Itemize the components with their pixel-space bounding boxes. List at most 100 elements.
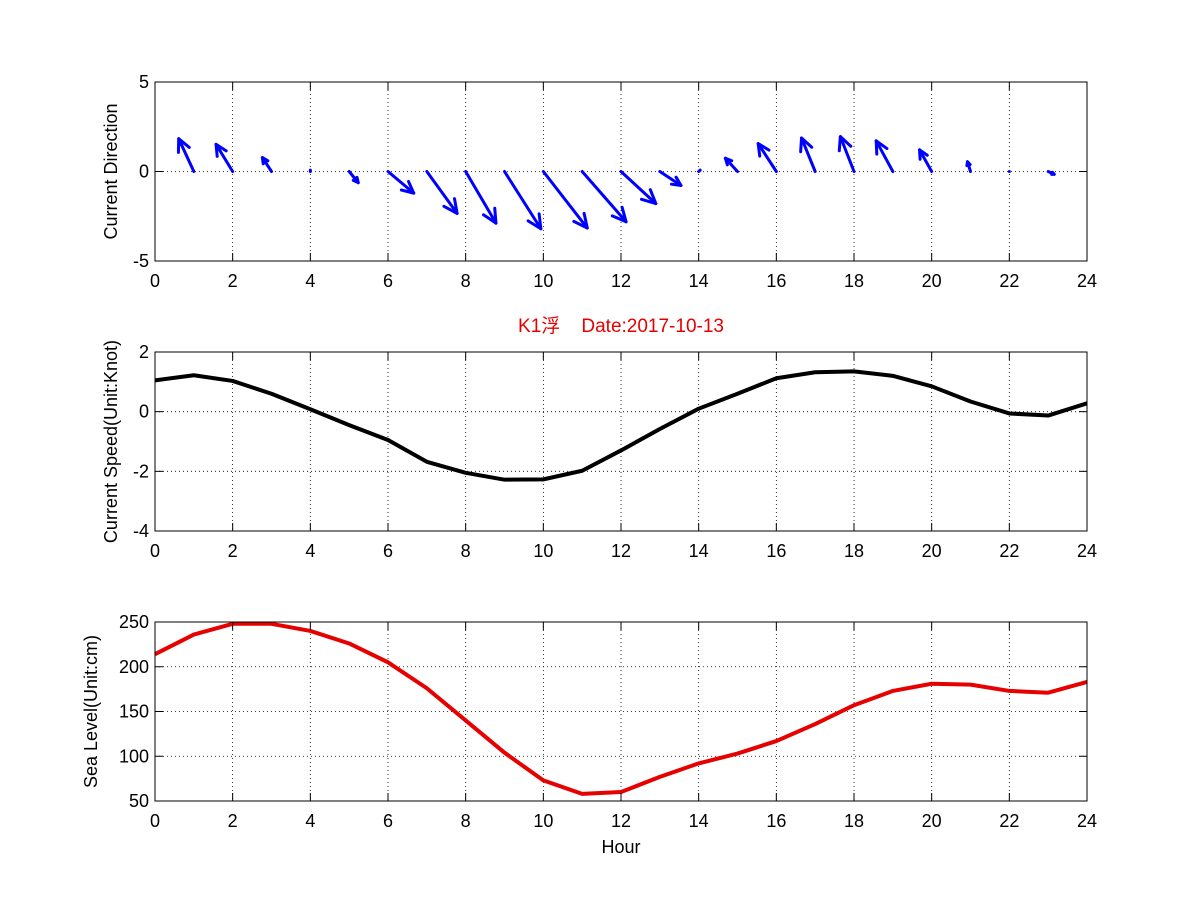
x-tick-label: 24 (1077, 541, 1097, 561)
direction-arrow (723, 156, 739, 173)
arrow-shaft (425, 170, 459, 215)
arrow-head (351, 175, 360, 185)
y-tick-label: 0 (139, 402, 149, 422)
arrow-head (214, 142, 228, 158)
arrow-shaft (658, 170, 683, 187)
x-axis-label: Hour (601, 837, 640, 857)
x-tick-label: 6 (383, 811, 393, 831)
direction-arrow (386, 170, 416, 195)
arrow-head (526, 212, 543, 231)
x-tick-label: 14 (689, 271, 709, 291)
arrow-shaft (541, 170, 589, 230)
x-tick-label: 22 (999, 811, 1019, 831)
x-tick-label: 10 (533, 541, 553, 561)
y-tick-label: -2 (133, 461, 149, 481)
arrow-shaft (503, 170, 543, 231)
arrow-head (1050, 170, 1056, 176)
x-tick-label: 22 (999, 541, 1019, 561)
x-tick-label: 0 (150, 271, 160, 291)
direction-arrow (658, 170, 683, 187)
direction-arrow (837, 135, 856, 173)
arrow-head (918, 148, 929, 161)
direction-arrow (918, 148, 934, 173)
arrow-shaft (697, 168, 702, 173)
arrow-head (639, 188, 658, 206)
x-tick-label: 14 (689, 811, 709, 831)
x-tick-label: 12 (611, 541, 631, 561)
x-tick-label: 20 (922, 541, 942, 561)
x-tick-label: 8 (461, 271, 471, 291)
x-tick-label: 0 (150, 811, 160, 831)
x-tick-label: 10 (533, 811, 553, 831)
arrow-shaft (874, 139, 895, 173)
x-tick-label: 8 (461, 541, 471, 561)
arrow-shaft (580, 170, 628, 224)
x-tick-label: 10 (533, 271, 553, 291)
x-tick-label: 18 (844, 811, 864, 831)
y-tick-label: 0 (139, 162, 149, 182)
arrow-head (610, 205, 628, 224)
y-tick-label: -5 (133, 251, 149, 271)
x-tick-label: 16 (766, 541, 786, 561)
direction-arrow (580, 170, 628, 224)
direction-arrow (1046, 170, 1056, 176)
arrow-head (669, 175, 683, 187)
direction-arrow (965, 160, 972, 173)
direction-arrow (756, 142, 778, 173)
x-tick-label: 6 (383, 541, 393, 561)
arrow-shaft (838, 135, 856, 173)
y-axis-label: Current Speed(Unit:Knot) (101, 340, 121, 543)
direction-arrow (214, 142, 235, 173)
y-axis-label: Current Direction (101, 103, 121, 239)
figure-title: K1浮 Date:2017-10-13 (518, 315, 724, 337)
x-tick-label: 8 (461, 811, 471, 831)
x-tick-label: 20 (922, 811, 942, 831)
y-tick-label: 2 (139, 342, 149, 362)
arrow-shaft (214, 142, 235, 173)
direction-arrow (464, 170, 498, 225)
arrow-shaft (464, 170, 498, 225)
arrow-shaft (386, 170, 416, 195)
arrow-shaft (619, 170, 658, 206)
arrow-head (260, 156, 270, 166)
x-tick-label: 16 (766, 811, 786, 831)
arrow-shaft (756, 142, 778, 173)
direction-arrow (874, 139, 895, 173)
direction-arrow (619, 170, 658, 206)
x-tick-label: 24 (1077, 271, 1097, 291)
y-tick-label: 100 (119, 746, 149, 766)
series-line (154, 621, 1088, 796)
x-tick-label: 22 (999, 271, 1019, 291)
y-tick-label: 5 (139, 72, 149, 92)
direction-arrow (260, 156, 273, 173)
x-tick-label: 0 (150, 541, 160, 561)
x-tick-label: 16 (766, 271, 786, 291)
arrow-head (874, 139, 889, 156)
arrow-head (965, 160, 972, 168)
y-tick-label: -4 (133, 521, 149, 541)
x-tick-label: 2 (228, 811, 238, 831)
x-tick-label: 2 (228, 271, 238, 291)
x-tick-label: 6 (383, 271, 393, 291)
plot-area (155, 352, 1087, 531)
direction-arrow (176, 137, 196, 173)
arrow-head (176, 137, 191, 154)
x-tick-label: 20 (922, 271, 942, 291)
series-line (154, 369, 1088, 482)
direction-arrow (347, 170, 360, 185)
x-tick-label: 4 (305, 811, 315, 831)
arrow-head (572, 211, 589, 230)
x-tick-label: 12 (611, 271, 631, 291)
x-tick-label: 4 (305, 541, 315, 561)
arrow-head (481, 206, 498, 225)
x-tick-label: 12 (611, 811, 631, 831)
y-tick-label: 200 (119, 657, 149, 677)
x-tick-label: 14 (689, 541, 709, 561)
y-tick-label: 50 (129, 791, 149, 811)
direction-arrow (697, 168, 702, 173)
arrow-shaft (177, 137, 196, 173)
arrow-head (442, 197, 459, 215)
x-tick-label: 4 (305, 271, 315, 291)
direction-arrow (425, 170, 459, 215)
